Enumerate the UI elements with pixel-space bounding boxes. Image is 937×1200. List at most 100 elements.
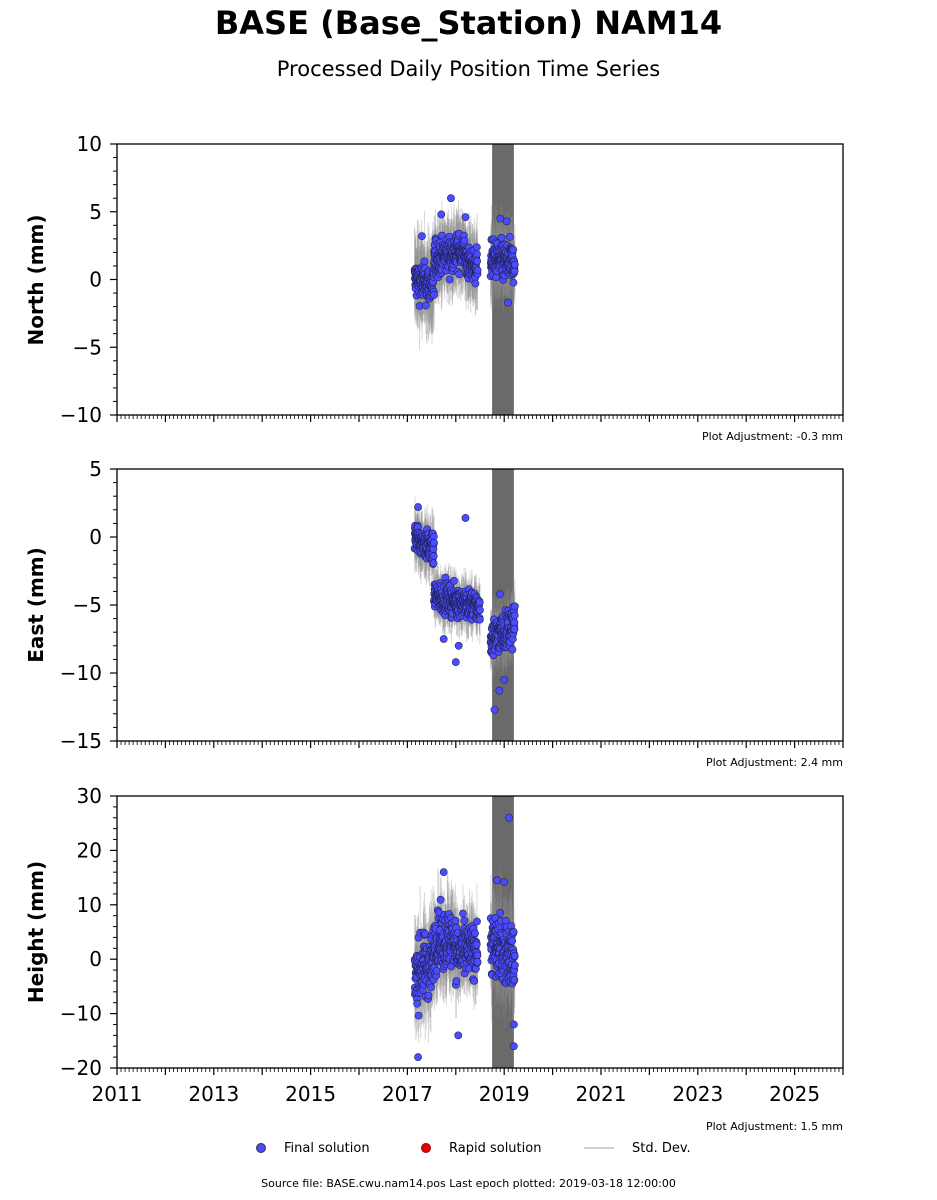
x-tick-label: 2015 — [285, 1082, 336, 1106]
final-solution-point — [429, 552, 438, 560]
final-solution-point — [436, 895, 445, 904]
y-axis-label: East (mm) — [24, 547, 48, 663]
final-solution-point — [418, 232, 426, 241]
legend-final: Final solution — [256, 1138, 370, 1158]
final-solution-point — [510, 961, 519, 970]
final-solution-point — [473, 250, 481, 258]
y-tick-label: 10 — [77, 132, 102, 156]
y-tick-label: −15 — [60, 729, 102, 753]
final-solution-point — [508, 645, 517, 654]
final-solution-point — [497, 233, 506, 242]
y-tick-label: −20 — [60, 1056, 102, 1080]
x-tick-label: 2011 — [92, 1082, 143, 1106]
final-solution-point — [461, 213, 470, 222]
final-solution-point — [432, 967, 441, 975]
final-solution-point — [460, 236, 469, 245]
y-tick-label: −5 — [73, 335, 102, 359]
final-solution-point — [414, 1053, 422, 1062]
final-solution-point — [500, 878, 509, 886]
final-solution-point — [420, 257, 429, 266]
final-solution-point — [454, 1031, 463, 1040]
final-solution-points — [410, 194, 519, 310]
final-solution-point — [451, 916, 460, 925]
x-tick-label: 2023 — [672, 1082, 723, 1106]
std-dev-line-icon — [584, 1147, 614, 1149]
legend-final-label: Final solution — [284, 1140, 370, 1156]
y-tick-label: 30 — [77, 784, 102, 808]
y-tick-label: 5 — [89, 200, 102, 224]
final-solution-point — [439, 635, 448, 643]
final-solution-marker-icon — [256, 1143, 266, 1153]
final-solution-point — [495, 686, 504, 695]
final-solution-point — [437, 210, 446, 219]
final-solution-point — [473, 266, 482, 275]
final-solution-point — [429, 559, 438, 568]
legend: Final solution Rapid solution Std. Dev. — [0, 1138, 937, 1158]
final-solution-point — [472, 243, 481, 252]
final-solution-point — [476, 606, 484, 614]
y-tick-label: −10 — [60, 1002, 102, 1026]
final-solution-point — [454, 641, 463, 650]
x-tick-label: 2017 — [382, 1082, 433, 1106]
plot-adjustment-label: Plot Adjustment: -0.3 mm — [702, 430, 843, 443]
final-solution-point — [461, 514, 470, 522]
plot-frame — [116, 143, 844, 416]
x-tick-label: 2025 — [769, 1082, 820, 1106]
final-solution-point — [451, 658, 460, 667]
final-solution-point — [508, 936, 517, 945]
final-solution-point — [490, 705, 499, 714]
y-tick-label: 5 — [89, 457, 102, 481]
final-solution-point — [505, 232, 514, 241]
final-solution-point — [449, 576, 458, 585]
panel-2: 5 0 −5 −10 −15 East (mm) Plot Adjustment: 2.4 … — [24, 457, 844, 769]
y-tick-label: 0 — [89, 525, 102, 549]
y-tick-label: 10 — [77, 893, 102, 917]
final-solution-point — [445, 275, 454, 284]
final-solution-point — [414, 503, 422, 511]
y-tick-label: 0 — [89, 947, 102, 971]
plot-adjustment-label: Plot Adjustment: 2.4 mm — [706, 756, 843, 769]
y-tick-label: 20 — [77, 838, 102, 862]
plot-frame — [116, 795, 844, 1069]
source-footer: Source file: BASE.cwu.nam14.pos Last epo… — [261, 1177, 676, 1190]
final-solution-point — [473, 917, 481, 926]
final-solution-point — [475, 598, 484, 607]
final-solution-point — [510, 975, 519, 984]
final-solution-point — [510, 260, 519, 269]
final-solution-point — [510, 611, 519, 620]
final-solution-point — [430, 538, 438, 547]
chart-subtitle: Processed Daily Position Time Series — [276, 57, 661, 81]
final-solution-points — [410, 813, 519, 1062]
y-tick-label: −10 — [60, 403, 102, 427]
y-axis-label: Height (mm) — [24, 861, 48, 1003]
x-tick-label: 2021 — [576, 1082, 627, 1106]
y-tick-label: −5 — [73, 593, 102, 617]
final-solution-point — [504, 298, 512, 307]
final-solution-point — [510, 625, 519, 634]
final-solution-point — [455, 270, 464, 279]
final-solution-point — [475, 615, 484, 624]
final-solution-point — [472, 940, 481, 949]
final-solution-point — [509, 1042, 518, 1051]
final-solution-point — [430, 290, 438, 299]
y-tick-label: −10 — [60, 661, 102, 685]
final-solution-point — [473, 257, 482, 266]
final-solution-point — [510, 602, 519, 611]
final-solution-point — [509, 245, 518, 254]
chart-title: BASE (Base_Station) NAM14 — [214, 4, 723, 42]
final-solution-point — [510, 618, 519, 627]
y-tick-label: 0 — [89, 268, 102, 292]
final-solution-points — [410, 503, 519, 714]
final-solution-point — [470, 977, 478, 985]
panel-1: 10 5 0 −5 −10 North (mm) Plot Adjustment: -0.3… — [24, 132, 844, 443]
final-solution-point — [424, 991, 433, 1000]
x-tick-label: 2019 — [479, 1082, 530, 1106]
final-solution-point — [473, 951, 482, 960]
final-solution-point — [509, 1020, 518, 1029]
final-solution-point — [421, 301, 430, 310]
final-solution-point — [510, 951, 519, 960]
final-solution-point — [509, 278, 518, 287]
final-solution-point — [471, 279, 480, 288]
final-solution-point — [460, 916, 469, 925]
final-solution-point — [439, 868, 448, 877]
